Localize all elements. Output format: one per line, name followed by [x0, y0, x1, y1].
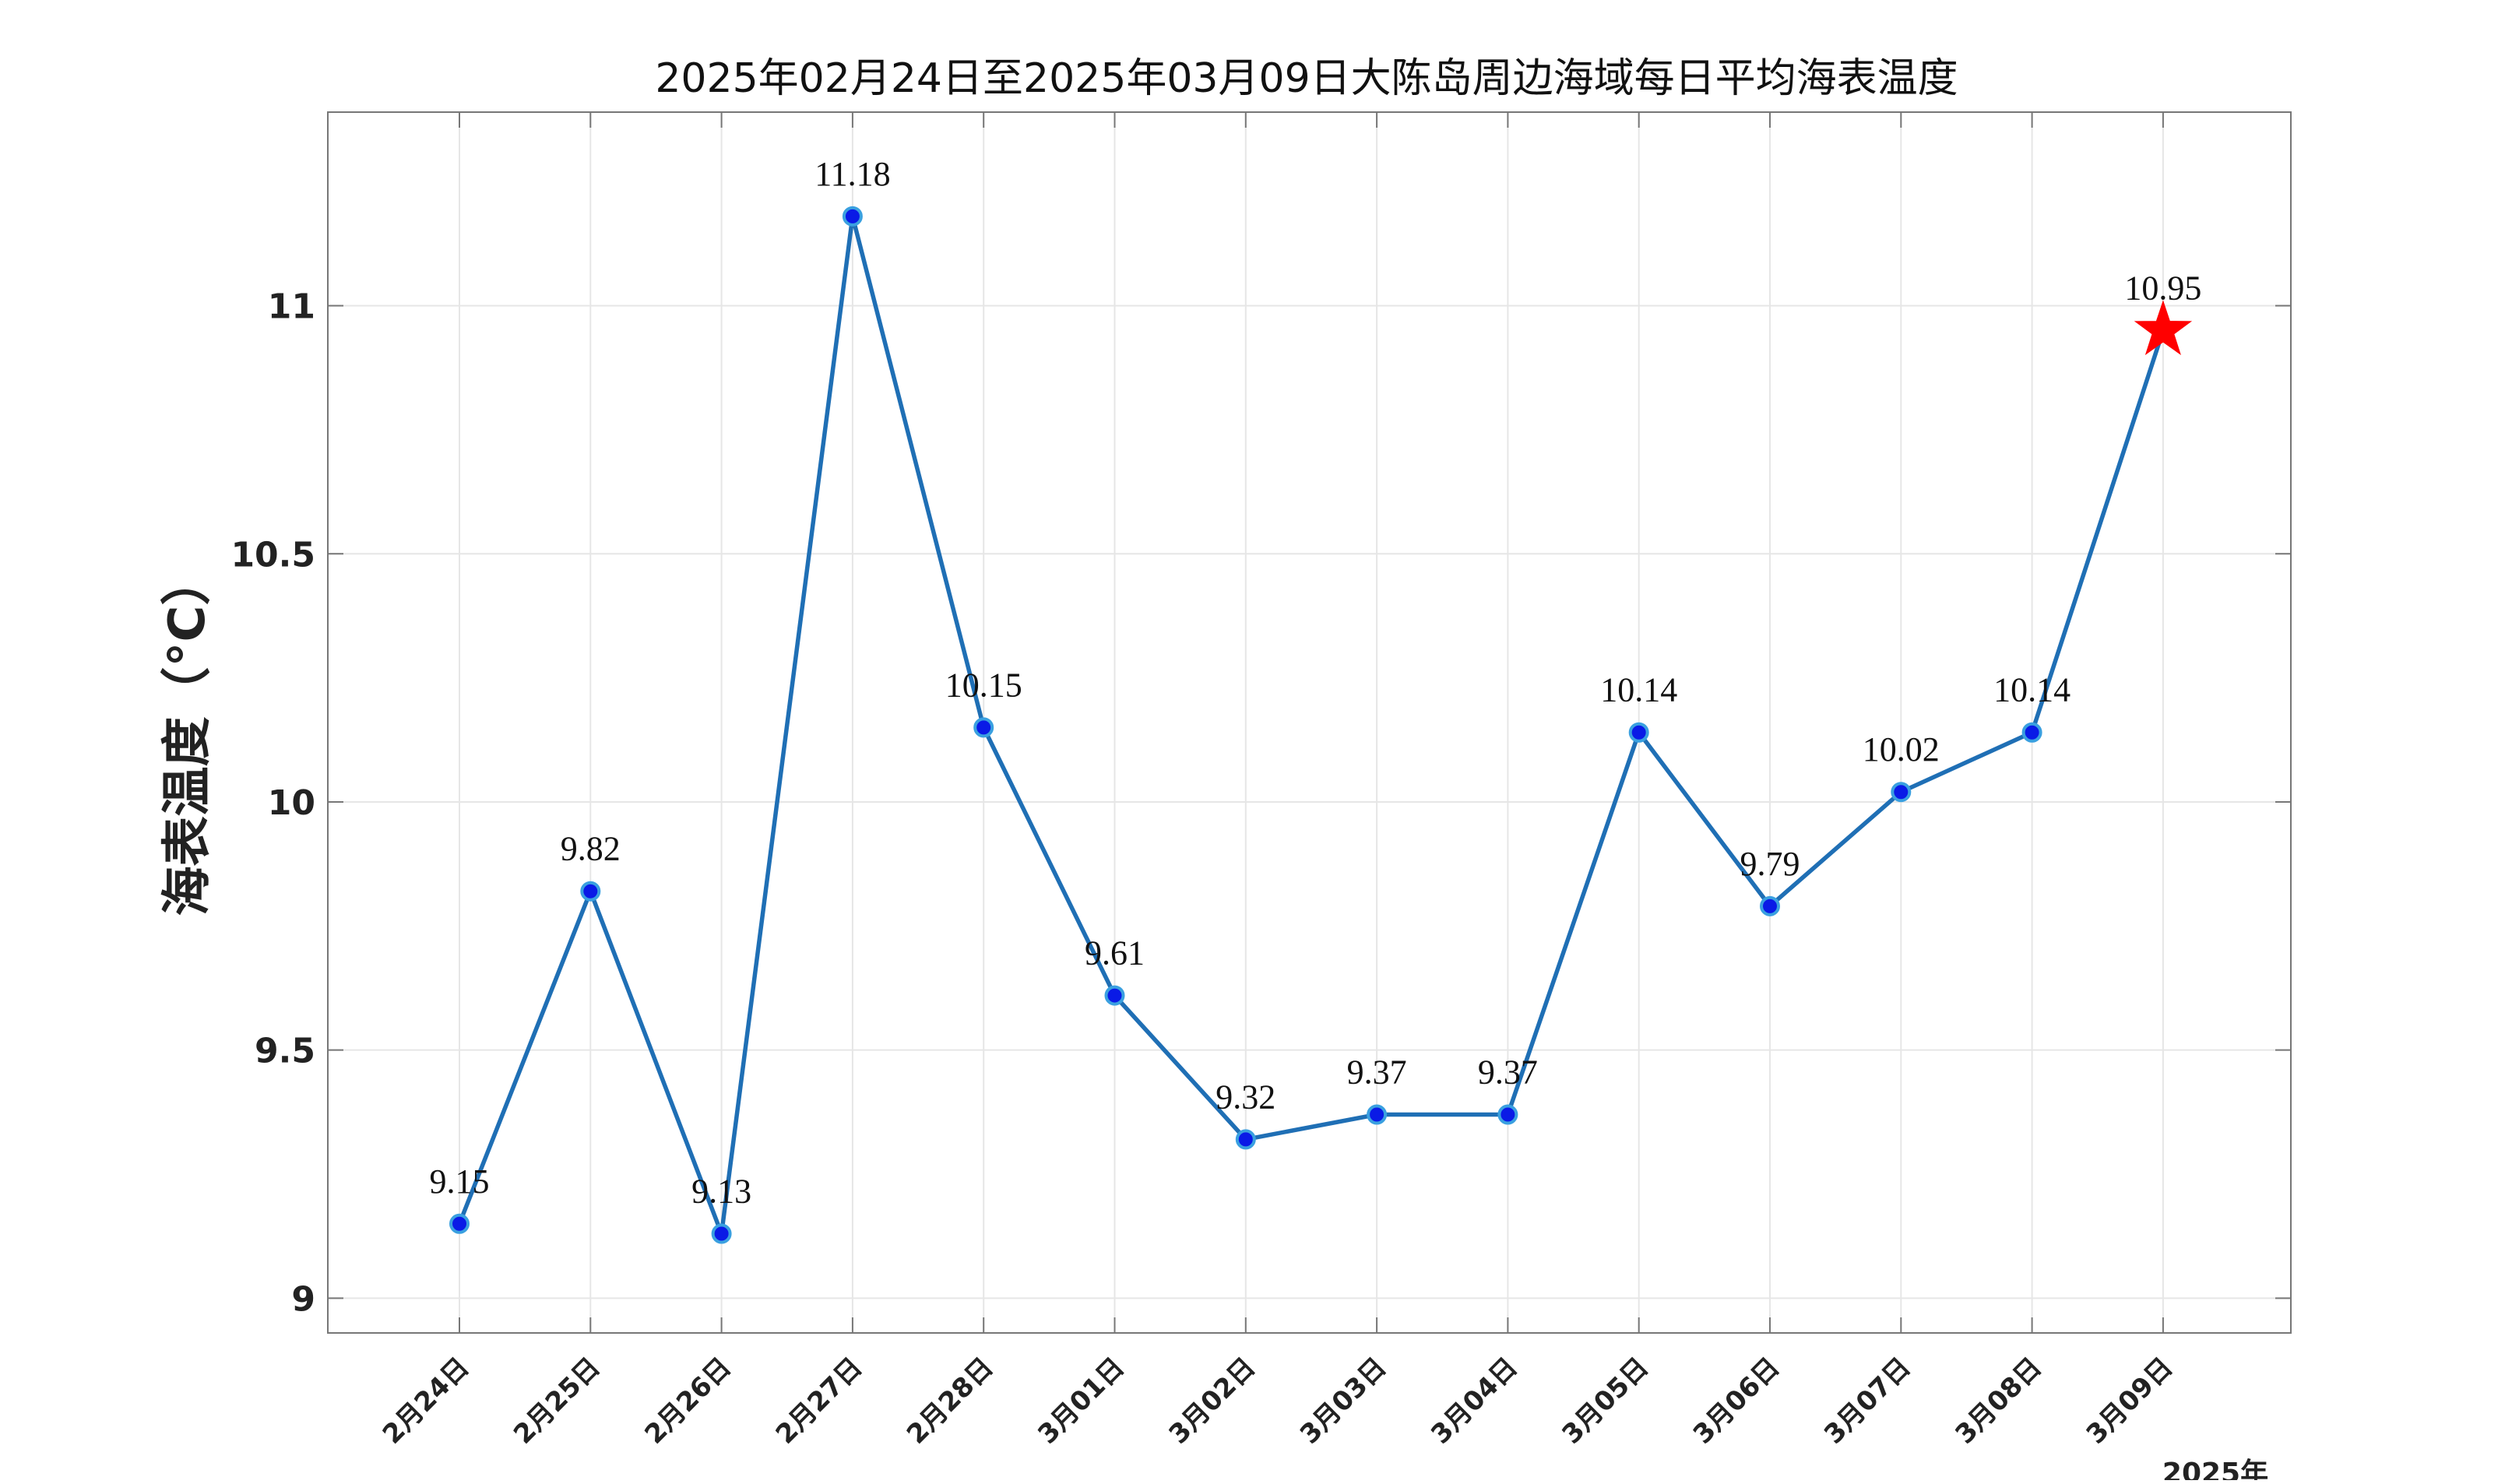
data-point [973, 717, 994, 738]
data-point [1760, 895, 1780, 916]
data-label: 9.32 [1216, 1078, 1275, 1116]
data-label: 9.79 [1740, 845, 1800, 883]
data-label: 9.37 [1347, 1053, 1407, 1092]
x-tick-label: 3月02日 [1163, 1352, 1262, 1451]
x-tick-label: 2月25日 [508, 1352, 607, 1451]
data-point [449, 1213, 470, 1234]
x-tick-label: 3月05日 [1557, 1352, 1655, 1451]
y-tick-label: 9 [291, 1279, 315, 1319]
data-point [1628, 722, 1649, 743]
data-label: 9.37 [1478, 1053, 1538, 1092]
data-point [711, 1223, 732, 1244]
y-tick-label: 11 [268, 287, 315, 327]
series-temperature [457, 214, 2165, 1236]
data-labels: 9.15 9.82 9.13 11.18 10.15 9.61 9.32 9.37 9.37 10… [430, 155, 2202, 1211]
x-tick-label: 3月08日 [1949, 1352, 2048, 1451]
x-tick-label: 2月26日 [639, 1352, 737, 1451]
x-tick-label: 3月01日 [1032, 1352, 1131, 1451]
y-axis: 9 9.5 10 10.5 11 [230, 287, 315, 1320]
x-tick-label: 3月07日 [1818, 1352, 1917, 1451]
x-tick-label: 2月24日 [377, 1352, 476, 1451]
data-point [1891, 782, 1912, 803]
x-tick-label: 3月09日 [2081, 1352, 2180, 1451]
series-line [457, 214, 2165, 1236]
data-point [1104, 985, 1125, 1006]
highlight-star-marker [2134, 300, 2193, 356]
data-label: 9.61 [1085, 934, 1145, 972]
data-point [2021, 722, 2042, 743]
y-tick-label: 10 [268, 783, 315, 823]
x-tick-label: 3月03日 [1294, 1352, 1393, 1451]
data-label: 9.15 [430, 1162, 490, 1201]
y-axis-label: 海表温度（°C） [159, 556, 216, 916]
data-label: 9.13 [691, 1173, 751, 1211]
plot-area [327, 111, 2292, 1334]
x-tick-label: 3月04日 [1425, 1352, 1524, 1451]
data-point [1235, 1129, 1256, 1150]
data-markers [449, 206, 2193, 1244]
data-label: 9.82 [561, 830, 621, 868]
data-label: 10.15 [945, 666, 1022, 704]
x-axis: 2月24日 2月25日 2月26日 2月27日 2月28日 3月01日 3月02日 3月03日… [377, 1352, 2179, 1451]
x-axis-year-label: 2025年 [2162, 1458, 2268, 1480]
axis-ticks [328, 112, 2291, 1333]
grid [328, 112, 2291, 1333]
chart-title: 2025年02月24日至2025年03月09日大陈岛周边海域每日平均海表温度 [655, 55, 1958, 102]
data-point [580, 881, 601, 902]
data-label: 10.14 [1993, 671, 2070, 709]
data-point [1497, 1104, 1518, 1125]
data-point [842, 206, 863, 227]
y-tick-label: 9.5 [255, 1032, 315, 1071]
x-tick-label: 3月06日 [1687, 1352, 1786, 1451]
data-label: 11.18 [814, 155, 890, 193]
data-label: 10.95 [2124, 269, 2201, 307]
data-point [1367, 1104, 1388, 1125]
y-tick-label: 10.5 [230, 535, 315, 575]
x-tick-label: 2月27日 [770, 1352, 869, 1451]
data-label: 10.02 [1863, 730, 1940, 768]
data-label: 10.14 [1600, 671, 1677, 709]
x-tick-label: 2月28日 [901, 1352, 1000, 1451]
